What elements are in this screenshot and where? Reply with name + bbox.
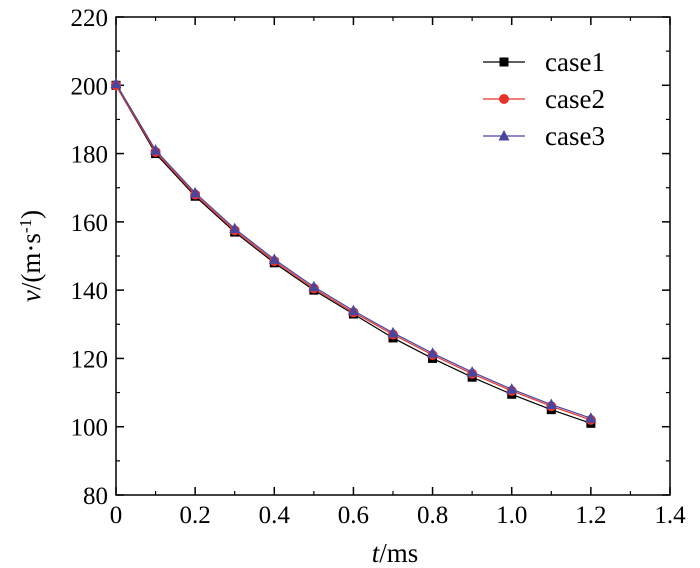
y-axis-ticks: 80 100 120 140 160 180 200 220 xyxy=(71,5,670,510)
data-point-case3 xyxy=(110,77,122,89)
data-point-case3 xyxy=(545,398,557,410)
legend-label: case2 xyxy=(545,84,605,114)
y-axis-label: v/(m·s-1) xyxy=(16,210,47,302)
x-tick-label: 0.4 xyxy=(259,502,291,529)
x-axis-label-var: t xyxy=(372,538,381,568)
legend-marker xyxy=(498,130,510,141)
x-tick-label: 1.2 xyxy=(575,502,606,529)
x-axis-ticks: 0 0.2 0.4 0.6 0.8 1.0 1.2 1.4 xyxy=(110,17,686,529)
y-tick-label: 140 xyxy=(71,278,109,305)
x-axis-label-unit: /ms xyxy=(379,538,418,568)
data-point-case3 xyxy=(268,253,280,264)
x-axis-label: t/ms xyxy=(372,538,419,568)
y-axis-label-close: ) xyxy=(16,210,46,219)
x-tick-label: 0.8 xyxy=(417,502,448,529)
legend-item-case3: case3 xyxy=(483,121,605,151)
x-tick-label: 0.2 xyxy=(180,502,211,529)
series-layer xyxy=(110,77,597,428)
legend-marker xyxy=(499,57,509,67)
data-point-case3 xyxy=(150,144,162,155)
data-point-case3 xyxy=(347,304,359,316)
y-axis-label-var: v xyxy=(16,290,46,302)
y-tick-label: 100 xyxy=(71,415,109,442)
data-point-case3 xyxy=(506,383,518,394)
data-point-case3 xyxy=(308,280,320,292)
data-point-case3 xyxy=(585,412,597,423)
data-point-case3 xyxy=(387,326,399,338)
series-line-case3 xyxy=(115,83,592,419)
data-point-case3 xyxy=(189,186,201,198)
x-tick-label: 0.6 xyxy=(338,502,369,529)
x-tick-label: 1.0 xyxy=(496,502,527,529)
series-case3 xyxy=(110,77,597,423)
legend: case1 case2 case3 xyxy=(483,47,605,151)
legend-item-case2: case2 xyxy=(483,84,605,114)
y-tick-label: 80 xyxy=(83,483,108,510)
x-tick-label: 1.4 xyxy=(654,502,686,529)
series-case1 xyxy=(111,80,596,428)
data-point-case3 xyxy=(466,366,478,377)
y-axis-label-unit: /(m·s xyxy=(16,233,46,290)
legend-marker xyxy=(499,94,509,104)
x-tick-label: 0 xyxy=(110,502,123,529)
y-tick-label: 120 xyxy=(71,346,109,373)
legend-label: case1 xyxy=(545,47,605,77)
data-point-case3 xyxy=(427,347,439,358)
legend-item-case1: case1 xyxy=(483,47,605,77)
y-tick-label: 160 xyxy=(71,210,109,237)
legend-label: case3 xyxy=(545,121,605,151)
y-tick-label: 200 xyxy=(71,73,109,100)
y-axis-label-sup: -1 xyxy=(16,219,35,233)
y-tick-label: 180 xyxy=(71,142,109,169)
series-case2 xyxy=(111,80,596,425)
y-tick-label: 220 xyxy=(71,5,109,32)
data-point-case3 xyxy=(229,222,241,234)
